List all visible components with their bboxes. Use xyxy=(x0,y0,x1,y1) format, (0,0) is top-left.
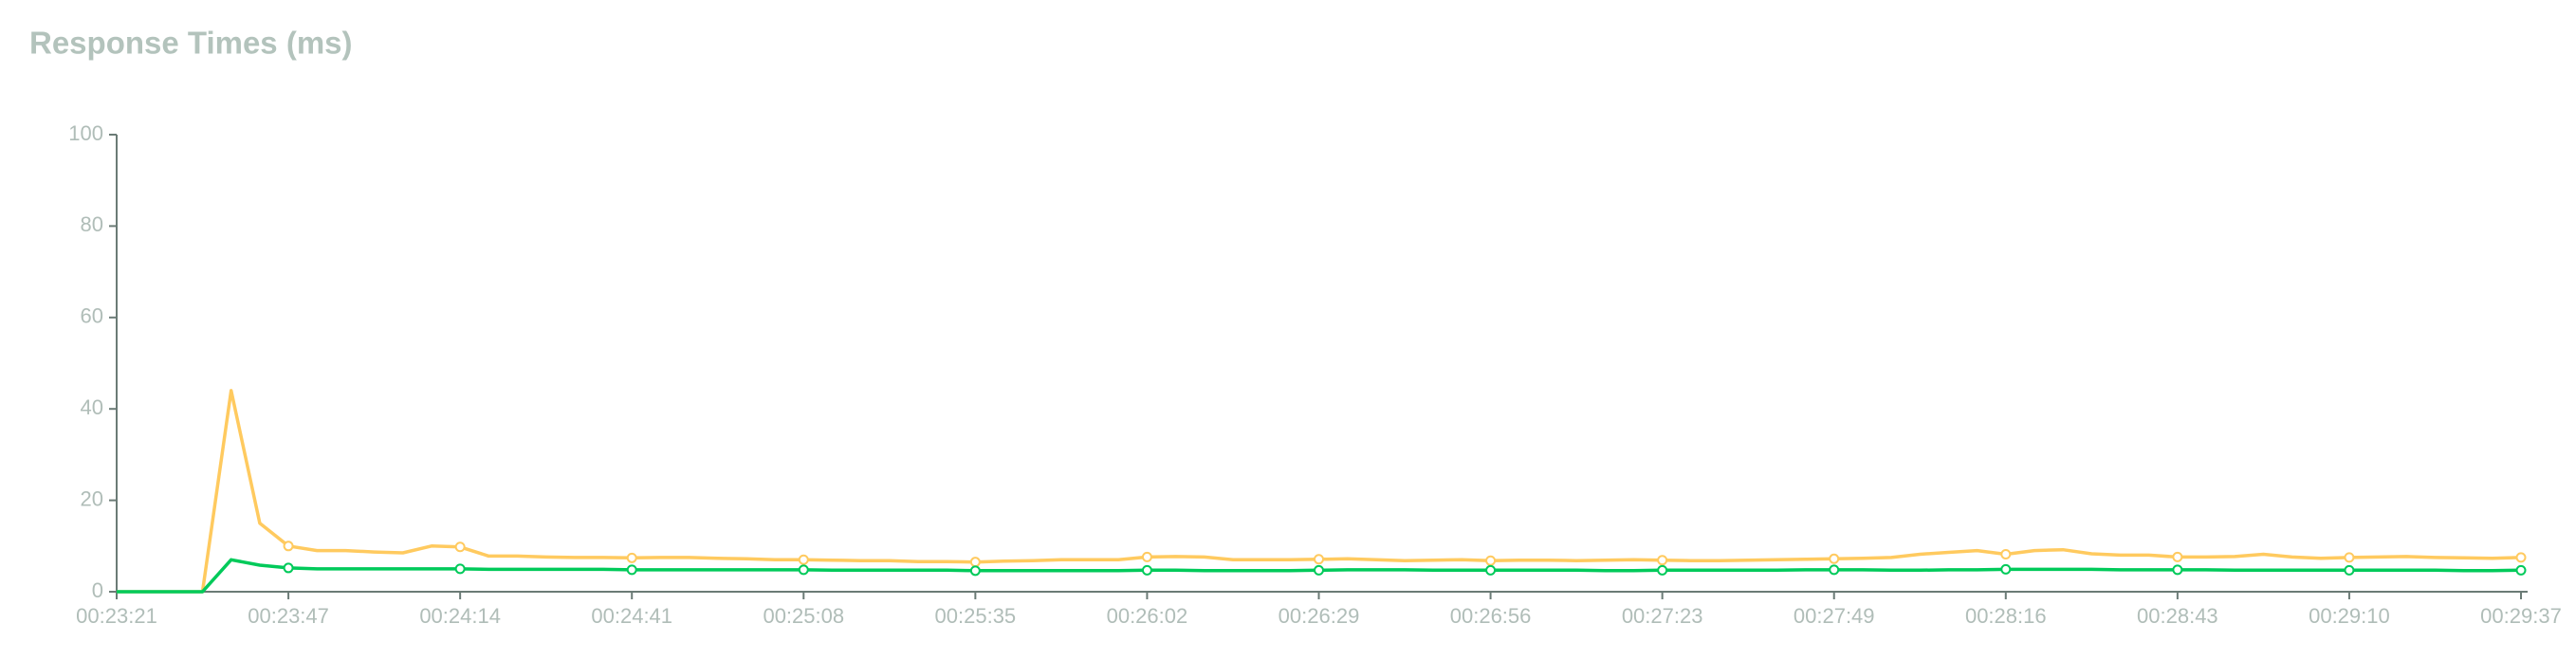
point-marker xyxy=(1485,564,1497,576)
y-tick-label: 0 xyxy=(92,578,103,602)
point-marker xyxy=(2344,564,2355,576)
point-marker xyxy=(1657,555,1668,566)
x-tick-label: 00:24:14 xyxy=(419,604,501,628)
y-tick-label: 80 xyxy=(81,212,103,236)
x-tick-label: 00:27:49 xyxy=(1794,604,1875,628)
x-tick-label: 00:25:35 xyxy=(935,604,1017,628)
point-marker xyxy=(1314,554,1324,565)
y-tick-label: 100 xyxy=(68,121,103,145)
chart-title: Response Times (ms) xyxy=(29,26,353,61)
point-marker xyxy=(2172,564,2183,576)
point-marker xyxy=(626,552,637,563)
point-marker xyxy=(283,541,294,552)
point-marker xyxy=(283,562,294,574)
point-marker xyxy=(454,541,466,553)
x-tick-label: 00:23:47 xyxy=(248,604,329,628)
point-marker xyxy=(2000,548,2012,559)
y-tick-label: 40 xyxy=(81,395,103,419)
x-tick-label: 00:23:21 xyxy=(76,604,157,628)
series-line xyxy=(117,558,2522,594)
point-marker xyxy=(1141,564,1152,576)
point-marker xyxy=(2344,552,2355,563)
point-marker xyxy=(1657,564,1668,576)
point-marker xyxy=(1829,564,1840,576)
x-tick-label: 00:29:37 xyxy=(2480,604,2562,628)
point-marker xyxy=(969,565,981,577)
point-marker xyxy=(2515,564,2527,576)
point-marker xyxy=(1141,551,1152,562)
point-marker xyxy=(454,563,466,575)
x-tick-label: 00:24:41 xyxy=(591,604,672,628)
point-marker xyxy=(2000,563,2012,575)
y-tick-label: 60 xyxy=(81,304,103,328)
x-tick-label: 00:28:16 xyxy=(1965,604,2047,628)
x-tick-label: 00:27:23 xyxy=(1622,604,1703,628)
point-marker xyxy=(1829,553,1840,564)
x-tick-label: 00:26:56 xyxy=(1450,604,1532,628)
x-tick-label: 00:26:29 xyxy=(1279,604,1360,628)
point-marker xyxy=(1314,564,1324,576)
point-marker xyxy=(2515,552,2527,563)
point-marker xyxy=(798,564,809,576)
point-marker xyxy=(2172,551,2183,562)
x-tick-label: 00:29:10 xyxy=(2309,604,2390,628)
point-marker xyxy=(798,554,809,565)
x-tick-label: 00:26:02 xyxy=(1107,604,1188,628)
y-tick-label: 20 xyxy=(81,486,103,510)
x-tick-label: 00:25:08 xyxy=(763,604,844,628)
point-marker xyxy=(969,557,981,568)
point-marker xyxy=(626,564,637,576)
x-tick-label: 00:28:43 xyxy=(2137,604,2218,628)
point-marker xyxy=(1485,555,1497,566)
